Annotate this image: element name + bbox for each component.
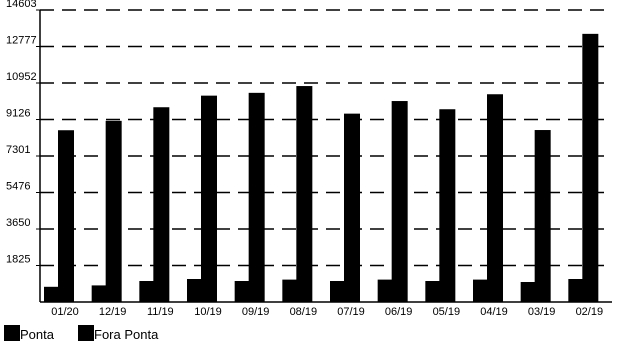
x-tick-label: 05/19 bbox=[433, 306, 461, 318]
bar-fora-ponta bbox=[201, 95, 217, 303]
bar-fora-ponta bbox=[105, 120, 122, 303]
x-axis: 01/20 12/19 11/19 10/19 09/19 08/19 07/19 06/19… bbox=[40, 301, 612, 318]
legend-label-ponta: Ponta bbox=[20, 327, 55, 342]
bars bbox=[44, 33, 599, 303]
y-tick-label: 14603 bbox=[6, 0, 37, 10]
x-tick-label: 03/19 bbox=[528, 306, 556, 318]
bar-ponta bbox=[282, 279, 299, 302]
legend-label-fora-ponta: Fora Ponta bbox=[94, 327, 159, 342]
x-tick-label: 11/19 bbox=[147, 306, 174, 318]
bar-ponta bbox=[139, 281, 156, 302]
bar-fora-ponta bbox=[582, 33, 599, 302]
y-tick-label: 9126 bbox=[6, 108, 30, 120]
bar-ponta bbox=[520, 282, 537, 302]
x-tick-label: 10/19 bbox=[194, 306, 222, 318]
legend: Ponta Fora Ponta bbox=[4, 325, 159, 342]
bar-ponta bbox=[44, 286, 60, 302]
x-tick-label: 08/19 bbox=[290, 306, 318, 318]
bar-fora-ponta bbox=[296, 86, 313, 302]
y-tick-label: 10952 bbox=[6, 71, 37, 83]
x-tick-label: 01/20 bbox=[51, 306, 79, 318]
x-tick-label: 04/19 bbox=[480, 306, 508, 318]
legend-swatch-ponta bbox=[4, 325, 20, 341]
y-tick-label: 12777 bbox=[6, 35, 37, 47]
legend-swatch-fora-ponta bbox=[78, 325, 94, 341]
y-tick-label: 1825 bbox=[6, 254, 30, 266]
grid-lines bbox=[40, 9, 612, 267]
y-tick-label: 3650 bbox=[6, 217, 30, 229]
bar-ponta bbox=[425, 281, 442, 302]
bar-fora-ponta bbox=[58, 130, 74, 302]
bar-fora-ponta bbox=[248, 92, 265, 302]
bar-ponta bbox=[330, 281, 346, 302]
y-tick-label: 5476 bbox=[6, 181, 30, 193]
y-tick-label: 7301 bbox=[6, 144, 30, 156]
x-tick-label: 12/19 bbox=[99, 306, 127, 318]
bar-fora-ponta bbox=[534, 130, 551, 302]
bar-ponta bbox=[473, 279, 489, 302]
x-tick-label: 07/19 bbox=[337, 306, 365, 318]
bar-ponta bbox=[187, 279, 203, 302]
bar-ponta bbox=[377, 279, 394, 302]
bar-fora-ponta bbox=[439, 109, 456, 302]
x-tick-label: 02/19 bbox=[576, 306, 604, 318]
bar-fora-ponta bbox=[487, 94, 503, 302]
bar-fora-ponta bbox=[391, 101, 408, 302]
bar-ponta bbox=[91, 285, 108, 302]
bar-ponta bbox=[568, 279, 585, 302]
bar-fora-ponta bbox=[153, 107, 170, 302]
x-tick-label: 06/19 bbox=[385, 306, 413, 318]
x-tick-label: 09/19 bbox=[242, 306, 270, 318]
bar-ponta bbox=[234, 281, 251, 302]
bar-fora-ponta bbox=[344, 113, 360, 302]
y-axis: 1825 3650 5476 7301 9126 10952 12777 14603 bbox=[6, 0, 41, 302]
